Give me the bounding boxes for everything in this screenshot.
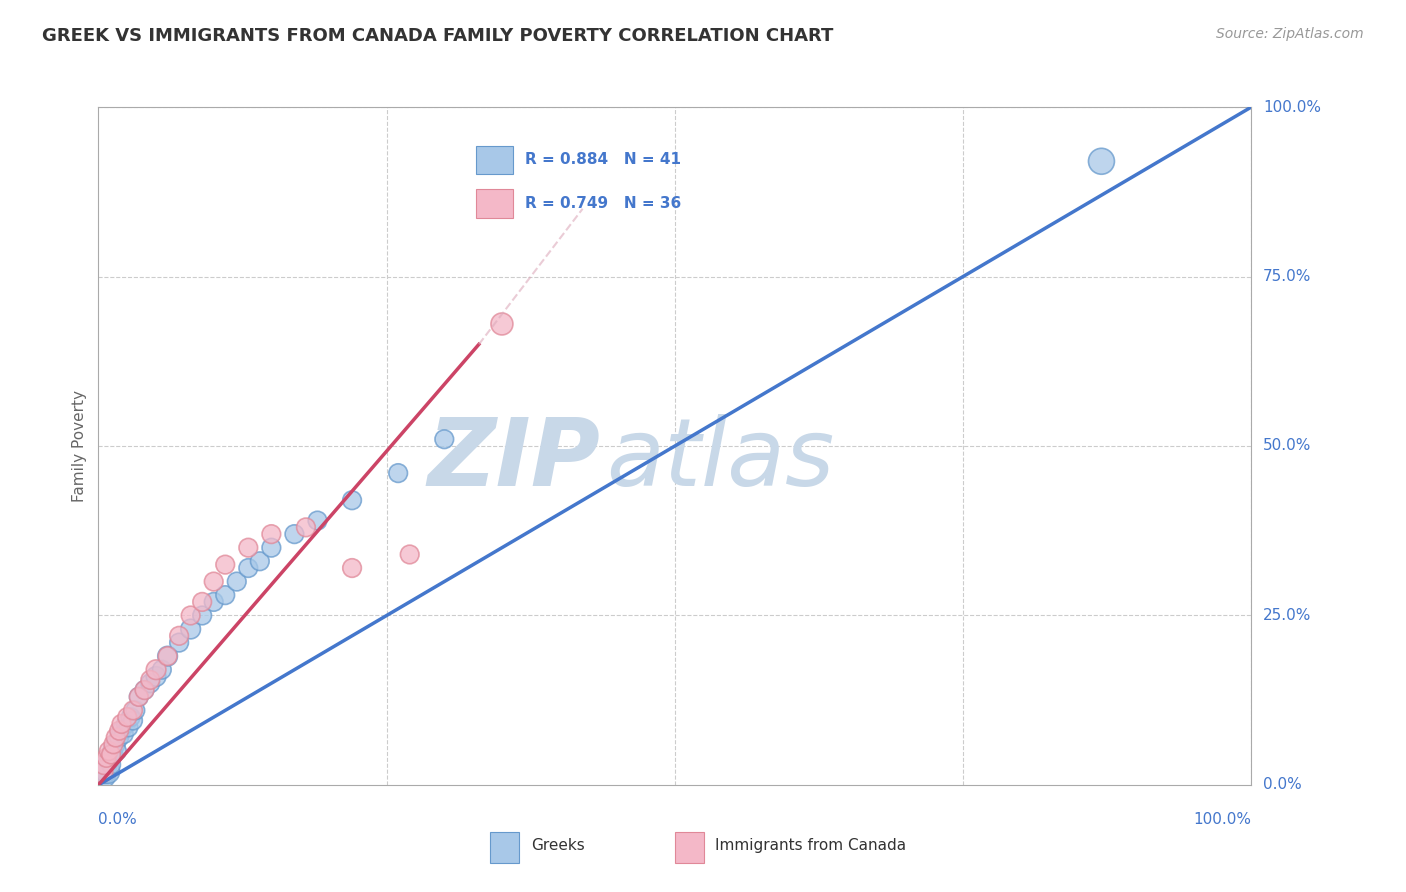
Point [134,683,156,698]
FancyBboxPatch shape [491,832,519,863]
Point [90,768,112,782]
Point [97,764,120,779]
Point [340,493,363,508]
Text: 100.0%: 100.0% [1194,812,1251,827]
Text: 25.0%: 25.0% [1263,608,1312,623]
Point [156,649,179,664]
Y-axis label: Family Poverty: Family Poverty [72,390,87,502]
Point [104,737,127,751]
Point [94,761,117,775]
Point [260,541,283,555]
Point [97,754,120,768]
Point [491,317,513,331]
Point [150,663,173,677]
Point [387,466,409,480]
Point [139,676,162,690]
Point [105,744,128,758]
Point [398,548,420,562]
Point [134,683,156,698]
Point [97,744,120,758]
Point [110,723,132,738]
Point [156,649,179,664]
Point [191,595,214,609]
Point [145,663,167,677]
Point [191,608,214,623]
Point [167,635,190,649]
Point [238,541,260,555]
Text: 100.0%: 100.0% [1263,100,1320,114]
Point [93,764,115,779]
Text: ZIP: ZIP [427,414,600,506]
Point [117,720,139,734]
Text: Source: ZipAtlas.com: Source: ZipAtlas.com [1216,27,1364,41]
Point [128,690,150,704]
Point [128,690,150,704]
Point [1090,154,1112,169]
Point [139,673,162,687]
Point [225,574,247,589]
Point [100,747,122,762]
Text: GREEK VS IMMIGRANTS FROM CANADA FAMILY POVERTY CORRELATION CHART: GREEK VS IMMIGRANTS FROM CANADA FAMILY P… [42,27,834,45]
Text: 75.0%: 75.0% [1263,269,1312,284]
Point [104,731,127,745]
Point [295,520,318,534]
Text: 0.0%: 0.0% [98,812,138,827]
Point [108,723,131,738]
Point [145,669,167,683]
Point [115,717,138,731]
Point [180,608,202,623]
Point [108,731,131,745]
Text: 50.0%: 50.0% [1263,439,1312,453]
Point [202,574,225,589]
Point [214,558,236,572]
Point [238,561,260,575]
Point [180,622,202,636]
Point [112,727,135,741]
Point [93,757,115,772]
Text: Immigrants from Canada: Immigrants from Canada [716,838,907,854]
Point [122,714,145,728]
Point [103,737,125,751]
Point [122,703,145,717]
Text: 0.0%: 0.0% [1263,778,1302,792]
Point [96,757,118,772]
Point [98,751,121,765]
Point [90,764,112,779]
Point [214,588,236,602]
Text: Greeks: Greeks [531,838,585,854]
Point [340,561,363,575]
Point [110,717,132,731]
Point [249,554,271,568]
Point [307,514,329,528]
FancyBboxPatch shape [675,832,704,863]
Point [120,710,142,724]
Point [100,757,122,772]
Point [103,747,125,762]
Point [117,710,139,724]
Point [283,527,305,541]
Point [124,703,146,717]
Point [202,595,225,609]
Text: atlas: atlas [606,414,834,505]
Point [167,629,190,643]
Point [96,751,118,765]
Point [101,744,124,758]
Point [433,432,456,446]
Point [260,527,283,541]
